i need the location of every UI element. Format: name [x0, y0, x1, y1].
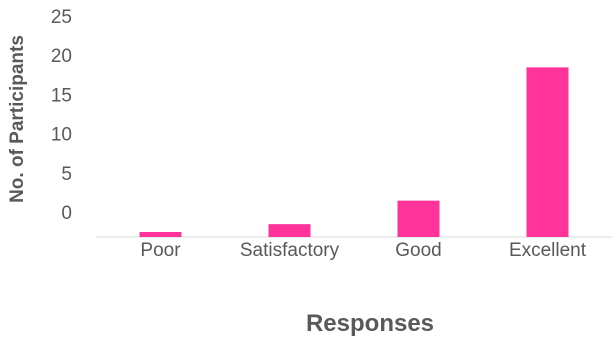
bar-good [397, 200, 440, 237]
y-tick-label: 0 [61, 203, 72, 224]
bar-excellent [526, 67, 569, 237]
x-tick-label: Excellent [509, 240, 587, 261]
y-tick-label: 25 [51, 7, 72, 28]
y-tick-label: 15 [51, 85, 72, 106]
x-tick-label: Satisfactory [240, 240, 340, 261]
y-tick-label: 5 [61, 164, 72, 185]
x-axis-title: Responses [306, 310, 434, 337]
bars [139, 67, 569, 237]
y-axis-title: No. of Participants [7, 35, 28, 203]
y-tick-label: 20 [51, 46, 72, 67]
bar-satisfactory [268, 224, 311, 237]
x-tick-label: Good [395, 240, 441, 261]
y-tick-label: 10 [51, 125, 72, 146]
x-axis-ticks: Poor Satisfactory Good Excellent [140, 240, 586, 261]
y-axis-ticks: 0 5 10 15 20 25 [51, 7, 72, 224]
x-tick-label: Poor [140, 240, 181, 261]
bar-poor [139, 232, 182, 237]
